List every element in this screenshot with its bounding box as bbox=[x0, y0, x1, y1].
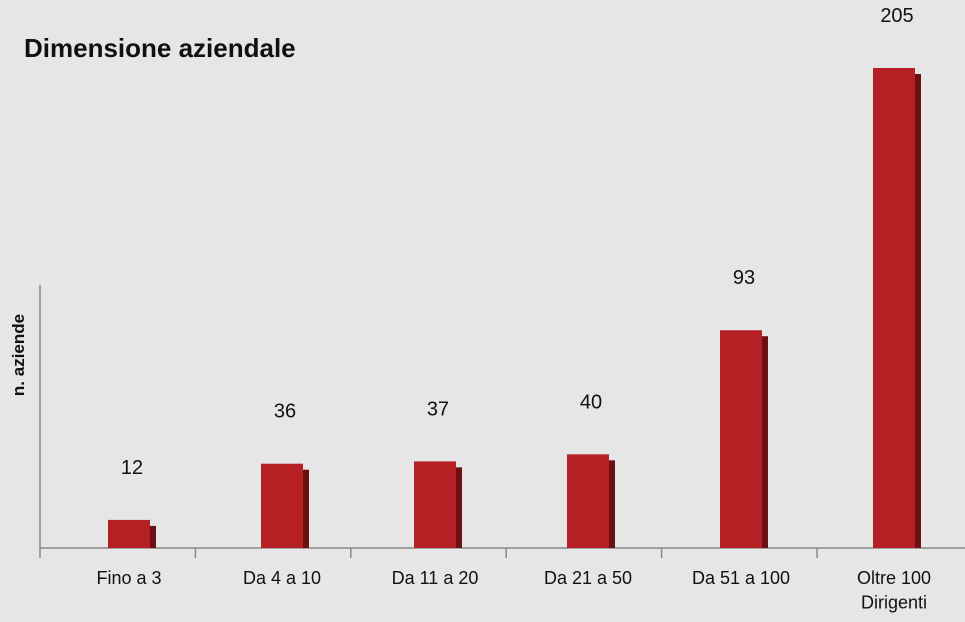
x-tick-label: Da 4 a 10 bbox=[243, 568, 321, 588]
y-axis-label: n. aziende bbox=[9, 314, 28, 396]
value-label: 40 bbox=[580, 391, 602, 413]
bar bbox=[414, 461, 456, 548]
x-tick-label: Da 51 a 100 bbox=[692, 568, 790, 588]
value-label: 205 bbox=[880, 5, 913, 27]
x-tick-label: Fino a 3 bbox=[96, 568, 161, 588]
value-label: 37 bbox=[427, 398, 449, 420]
x-tick-label: Da 11 a 20 bbox=[392, 568, 479, 588]
value-label: 12 bbox=[121, 457, 143, 479]
value-label: 93 bbox=[733, 267, 755, 289]
chart-title: Dimensione aziendale bbox=[24, 33, 296, 63]
bar bbox=[108, 519, 150, 548]
bar bbox=[261, 463, 303, 548]
bar bbox=[873, 68, 915, 548]
x-tick-label: Oltre 100 Dirigenti bbox=[857, 568, 931, 612]
bar bbox=[720, 330, 762, 548]
value-label: 36 bbox=[274, 401, 296, 423]
x-tick-label: Da 21 a 50 bbox=[544, 568, 632, 588]
bar bbox=[567, 454, 609, 548]
